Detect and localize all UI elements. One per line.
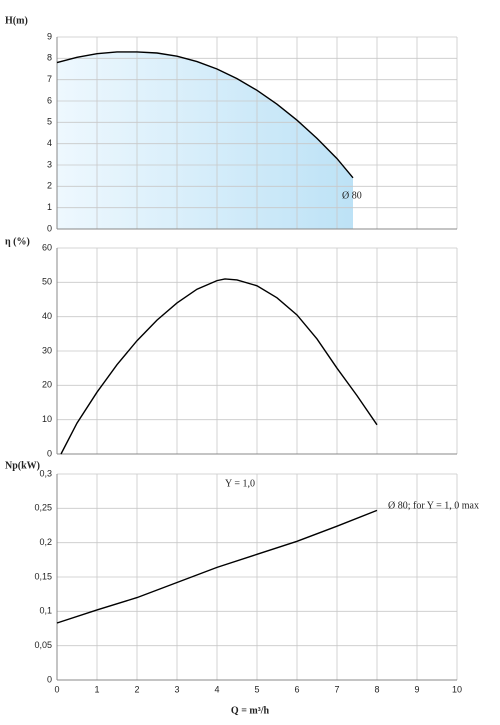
y-axis-label: H(m) [5,15,28,26]
curve [56,509,378,624]
y-tick-label: 0,1 [39,606,52,616]
x-tick-label: 0 [54,684,59,694]
annotation: Ø 80; for Y = 1, 0 max [388,500,479,511]
x-tick-label: 4 [214,684,219,694]
y-tick-label: 9 [47,31,52,41]
x-tick-label: 3 [174,684,179,694]
y-tick-label: 0,2 [39,537,52,547]
area-fill [57,51,353,229]
x-tick-label: 10 [452,684,462,694]
y-tick-label: 10 [42,414,52,424]
y-tick-label: 8 [47,53,52,63]
y-tick-label: 50 [42,277,52,287]
y-axis-label: η (%) [5,236,30,247]
x-tick-label: 8 [374,684,379,694]
x-tick-label: 7 [334,684,339,694]
curve [56,51,354,179]
y-tick-label: 7 [47,74,52,84]
x-tick-label: 9 [414,684,419,694]
x-tick-label: 1 [94,684,99,694]
y-tick-label: 5 [47,117,52,127]
y-tick-label: 1 [47,202,52,212]
x-tick-label: 2 [134,684,139,694]
annotation: Y = 1,0 [225,478,255,489]
y-tick-label: 2 [47,181,52,191]
y-tick-label: 3 [47,159,52,169]
y-tick-label: 0 [47,674,52,684]
annotation: Ø 80 [342,190,362,201]
y-tick-label: 0 [47,448,52,458]
y-tick-label: 0,15 [34,571,52,581]
y-tick-label: 40 [42,311,52,321]
y-tick-label: 6 [47,95,52,105]
y-axis-label: Np(kW) [5,460,40,471]
y-tick-label: 60 [42,242,52,252]
curve [60,278,378,455]
y-tick-label: 0,05 [34,640,52,650]
y-tick-label: 20 [42,380,52,390]
x-tick-label: 5 [254,684,259,694]
y-tick-label: 0,25 [34,503,52,513]
x-axis-label: Q = m³/h [231,705,270,716]
x-tick-label: 6 [294,684,299,694]
y-tick-label: 4 [47,138,52,148]
y-tick-label: 30 [42,345,52,355]
y-tick-label: 0 [47,223,52,233]
y-tick-label: 0,3 [39,468,52,478]
